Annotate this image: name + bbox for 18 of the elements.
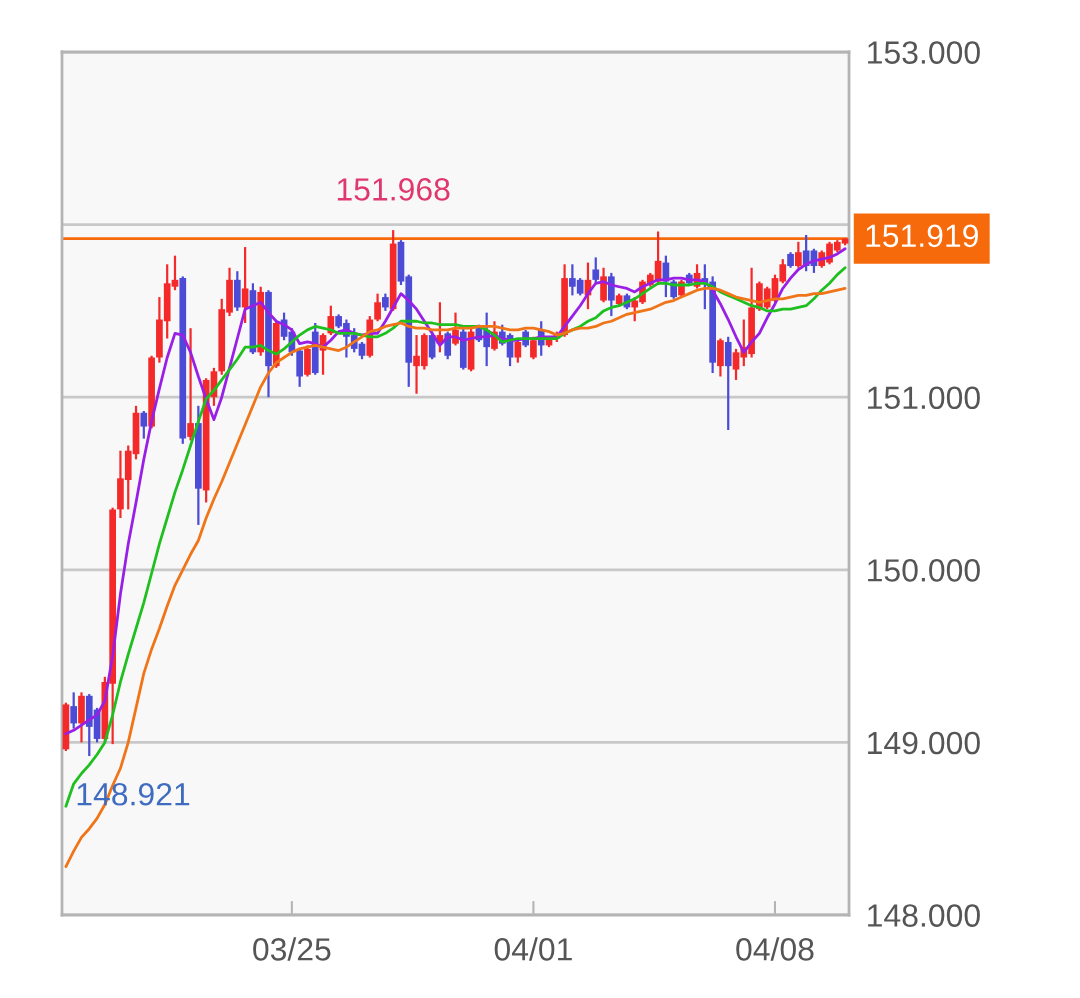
x-tick-label: 04/01 <box>494 937 572 961</box>
line-series <box>64 247 847 736</box>
ref-line-label: 151.919 <box>866 224 978 248</box>
candlestick <box>795 240 802 269</box>
x-tick-label: 03/25 <box>253 937 331 961</box>
y-tick-label: 153.000 <box>868 41 980 64</box>
y-tick-label: 151.000 <box>868 386 980 410</box>
candlestick <box>187 327 194 442</box>
y-tick-label: 149.000 <box>868 731 980 755</box>
candlestick <box>241 245 249 325</box>
x-tick-label: 04/08 <box>736 937 814 961</box>
candlestick <box>140 409 148 440</box>
candlestick <box>592 256 600 285</box>
y-tick-label: 148.000 <box>868 904 980 927</box>
y-tick-label: 150.000 <box>868 559 980 582</box>
candlestick <box>374 292 381 323</box>
annotation: 151.968 <box>337 178 450 201</box>
candlestick <box>70 691 78 730</box>
